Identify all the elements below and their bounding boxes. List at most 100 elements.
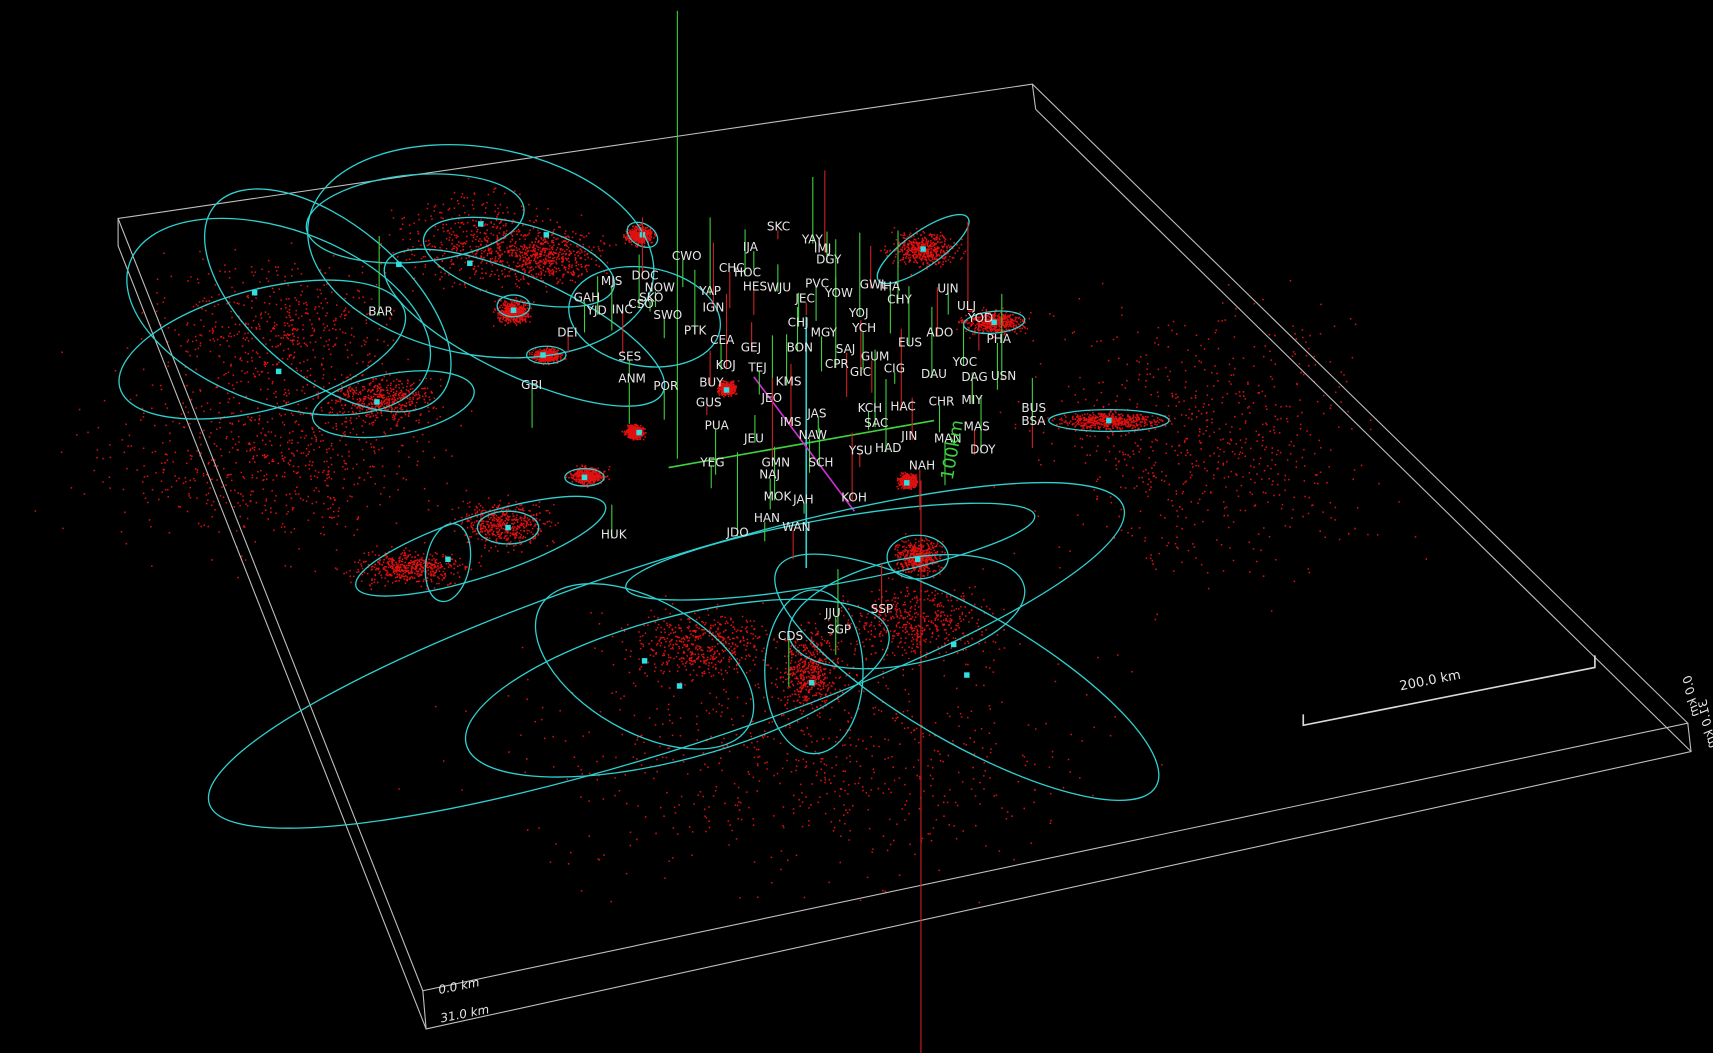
epicenter [641,658,648,664]
station-label: HOC [734,265,761,279]
epicenter [991,319,997,325]
station-label: MIY [961,393,983,407]
station-label: DAU [921,367,947,381]
station-label: PTK [684,323,708,337]
station-label: CIG [884,361,905,375]
station-label: SGP [827,623,851,637]
error-ellipse [764,589,864,755]
station-label: CHY [887,293,912,307]
station-label: EUS [898,335,922,349]
station-label: DGY [816,252,842,266]
station-label: JDO [726,525,749,539]
station-label: IHA [879,280,901,294]
epicenter [914,556,921,563]
station-label: CEA [710,333,735,347]
station-label: TEJ [747,360,766,374]
error-ellipse [207,481,1126,829]
epicenter [920,246,926,252]
station-label: IMJ [814,241,831,255]
station-label: ADO [926,325,953,339]
station-label: BAR [368,305,393,319]
station-label: HAN [754,511,780,525]
box-edge [1031,84,1037,110]
box-frame [117,83,1692,1030]
epicenter [636,429,642,436]
error-ellipse [534,583,755,750]
epicenter [676,683,683,689]
station-label: YOW [824,286,853,300]
error-ellipse [774,553,1160,801]
axis-line [668,419,935,469]
station-label: GEJ [741,341,761,355]
station-label: NAJ [759,467,780,481]
error-ellipse [962,310,1026,335]
epicenter [723,387,730,393]
station-label: SKO [639,290,663,304]
station-label: YAY [801,233,824,247]
error-ellipse [355,495,607,597]
station-label: HUK [601,528,628,542]
epicenter [964,672,970,678]
error-ellipse [383,248,666,407]
epicenter [478,221,484,227]
epicenter [374,399,380,405]
station-label: JEU [743,431,764,445]
station-label: GUM [861,349,889,363]
station-label: WAN [782,520,810,534]
error-ellipse [626,221,659,249]
station-label: ULJ [957,299,976,313]
station-label: YCH [851,321,876,335]
error-ellipse [476,510,540,545]
station-label: USN [991,369,1016,383]
epicenter [1106,417,1112,424]
station-label: JJU [824,606,841,620]
station-label: JAH [792,493,814,507]
station-label: CSO [628,297,653,311]
station-label: DAG [961,370,987,384]
station-label: PVC [805,276,829,290]
station-label: KMS [776,375,802,389]
station-label: CHR [929,394,955,408]
station-label: MGY [811,325,838,339]
station-label: YSU [848,443,873,457]
station-label: PUA [705,418,730,432]
station-label: GUS [696,395,722,409]
epicenter [950,641,957,648]
station-label: KCH [858,401,883,415]
station-label: GWL [860,277,888,291]
station-label: IGN [702,300,724,314]
station-label: BUY [699,376,724,390]
station-label: SKC [767,219,790,233]
station-label: CDS [778,629,803,643]
station-label: BUS [1021,401,1046,415]
epicenter [505,524,511,531]
station-label: GBI [521,378,542,392]
station-label: ANM [618,371,646,385]
station-label: JIN [900,429,917,443]
error-ellipse [525,345,567,365]
epicenter [581,474,588,481]
station-label: BON [787,341,813,355]
station-label: IJA [743,240,759,254]
station-label: YOC [952,355,978,369]
station-label: SSP [871,602,893,616]
axis-line [753,376,855,512]
station-label: KOH [841,490,867,504]
station-label: SCH [808,455,833,469]
epicenter [543,232,550,238]
station-label: HES [743,280,767,294]
station-label: JEC [794,292,815,306]
station-label: YOD [967,311,993,325]
station-label: DEI [557,325,577,339]
station-label: MAN [934,431,962,445]
station-label: KOJ [716,358,736,372]
scale-bar [1302,655,1596,727]
station-label: JEO [760,391,782,405]
error-ellipse [1048,408,1170,433]
error-ellipse [464,598,890,778]
station-label: MAS [964,419,990,433]
station-label: PHA [986,332,1011,346]
station-label: POR [653,379,678,393]
